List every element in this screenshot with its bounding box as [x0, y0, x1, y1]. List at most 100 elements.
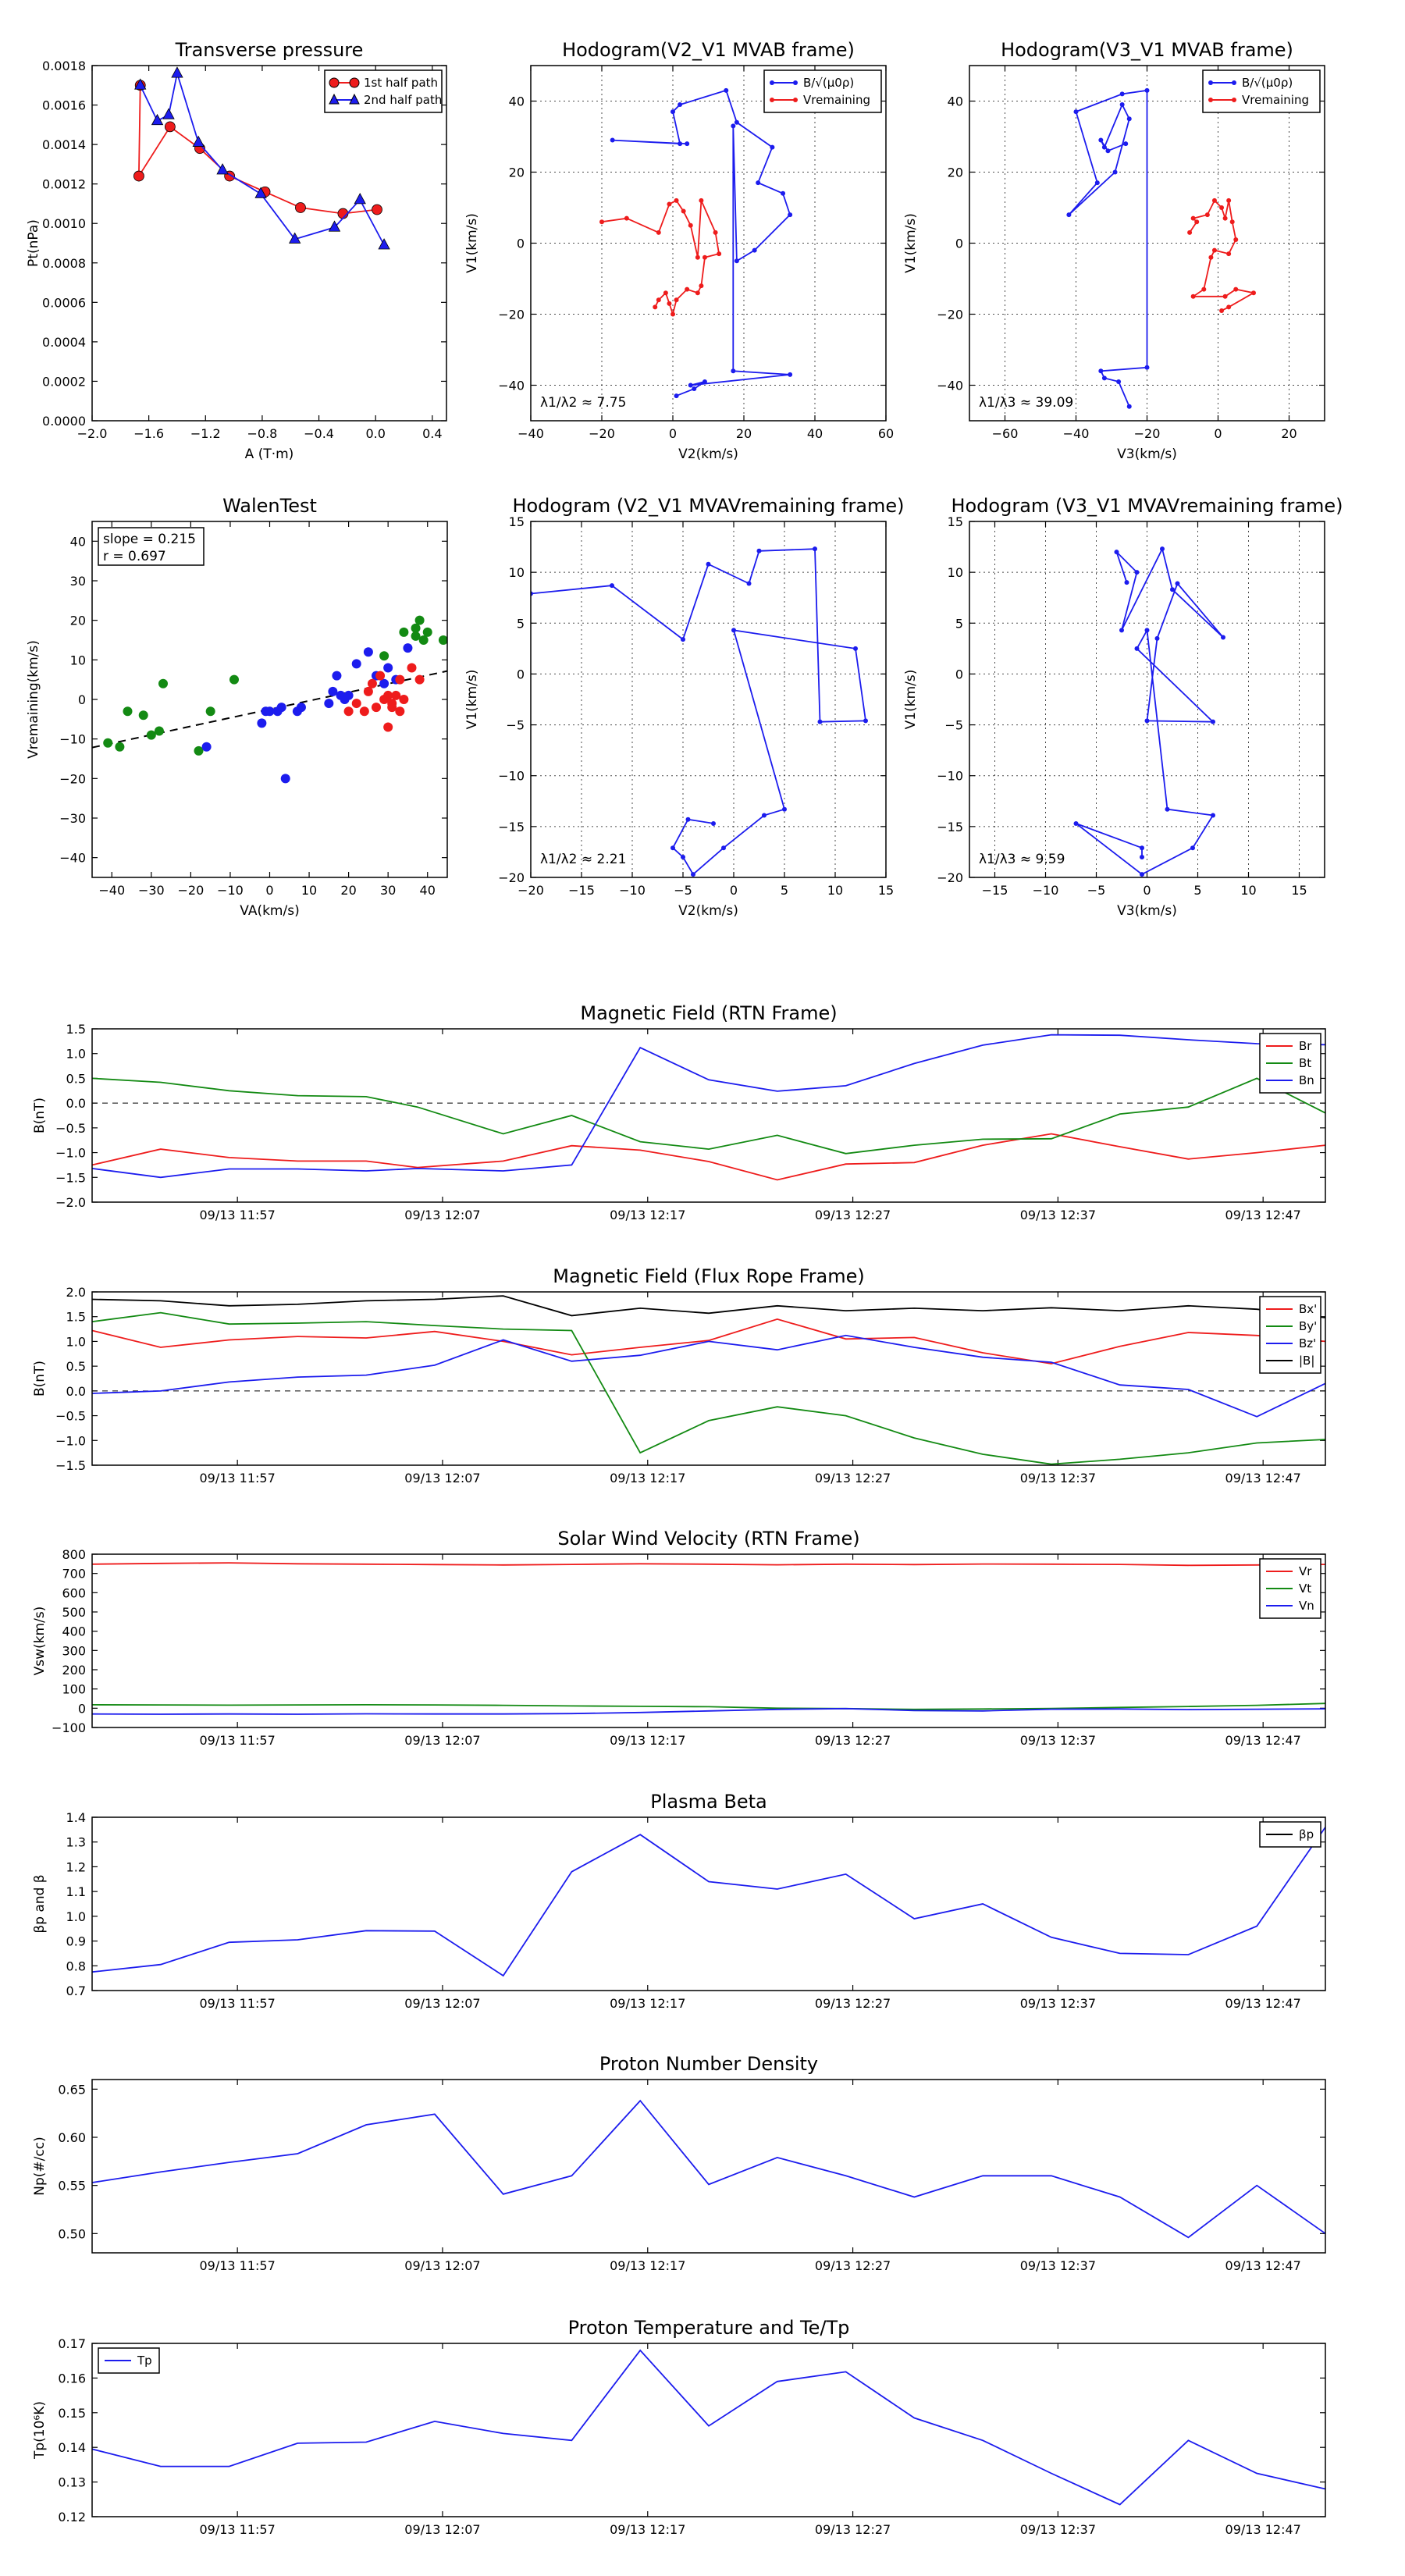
scatter-point [265, 706, 275, 717]
y-tick-label: 0 [78, 1701, 86, 1716]
y-tick-label: 40 [509, 94, 525, 109]
scatter-point [328, 686, 338, 696]
axes-frame [530, 65, 887, 422]
x-tick-label: −1.6 [133, 426, 164, 441]
x-tick-label: 0 [730, 883, 738, 898]
marker-dot [1116, 379, 1122, 384]
series-line-By' [92, 1311, 1325, 1465]
x-axis-label: V3(km/s) [1117, 903, 1177, 919]
chart-title: Hodogram(V3_V1 MVAB frame) [1001, 39, 1293, 61]
marker-dot [781, 190, 786, 196]
plot-area [1073, 546, 1225, 877]
x-tick-label: −40 [1063, 426, 1090, 441]
x-tick-label: 09/13 12:27 [815, 1733, 891, 1748]
marker-dot [1126, 116, 1132, 122]
panel-mag_fr: 09/13 11:57 09/13 12:07 09/13 12:17 09/13 1… [32, 1265, 1326, 1485]
series-line-Bn [92, 1034, 1325, 1179]
marker-dot [1187, 229, 1193, 235]
y-tick-label: −20 [59, 771, 86, 786]
x-tick-label: 15 [878, 883, 894, 898]
y-tick-label: 0 [517, 667, 525, 681]
scatter-point [372, 703, 381, 713]
x-tick-label: 09/13 12:47 [1225, 1996, 1301, 2011]
legend-label: Br [1299, 1039, 1312, 1053]
marker-dot [1144, 718, 1150, 724]
marker-dot [1229, 219, 1235, 225]
y-tick-label: 0.8 [66, 1959, 86, 1973]
marker-dot [1073, 109, 1079, 115]
scatter-point [146, 730, 156, 740]
series-line-B/√(μ0ρ) [1068, 89, 1148, 407]
y-tick-label: 20 [509, 165, 525, 180]
y-tick-label: 1.1 [66, 1884, 86, 1899]
marker-dot [681, 637, 685, 642]
x-tick-label: −2.0 [77, 426, 108, 441]
x-tick-label: 09/13 11:57 [199, 1471, 275, 1485]
marker-dot [1233, 286, 1239, 292]
marker-dot [656, 297, 661, 303]
scatter-point [103, 738, 113, 748]
chart-title: Hodogram (V2_V1 MVAVremaining frame) [512, 495, 904, 517]
y-tick-label: −5 [506, 718, 525, 733]
x-tick-label: 20 [1281, 426, 1297, 441]
x-tick-label: −40 [98, 883, 125, 898]
y-axis-label: βp and β [32, 1874, 48, 1933]
marker-dot [656, 229, 661, 235]
scatter-point [229, 674, 239, 685]
marker-circle [164, 121, 176, 133]
y-tick-label: 0.0 [66, 1384, 86, 1399]
chart-title: Hodogram(V2_V1 MVAB frame) [562, 39, 855, 61]
scatter-point [411, 623, 421, 633]
marker-dot [1144, 628, 1150, 633]
x-tick-label: 40 [807, 426, 823, 441]
panel-tpx: 09/13 11:57 09/13 12:07 09/13 12:17 09/13 1… [32, 2317, 1326, 2537]
legend-marker [793, 80, 798, 85]
y-tick-label: 10 [948, 565, 963, 580]
marker-dot [1190, 215, 1196, 221]
x-tick-label: 09/13 11:57 [199, 1996, 275, 2011]
scatter-point [359, 706, 369, 717]
scatter-point [379, 678, 389, 688]
scatter-point [391, 690, 401, 700]
marker-dot [1222, 294, 1228, 299]
scatter-point [276, 703, 286, 713]
y-tick-label: −20 [498, 870, 525, 885]
marker-dot [670, 109, 675, 115]
y-axis-label: B(nT) [32, 1098, 48, 1133]
scatter-point [158, 678, 168, 688]
x-tick-label: −20 [589, 426, 615, 441]
marker-dot [699, 283, 704, 289]
scatter-point [154, 726, 164, 736]
x-tick-label: 60 [878, 426, 894, 441]
y-tick-label: 0.50 [58, 2226, 86, 2241]
y-tick-label: 200 [62, 1663, 86, 1678]
scatter-point [383, 663, 393, 673]
y-tick-label: 5 [517, 616, 525, 631]
marker-dot [1124, 580, 1129, 585]
y-tick-label: 0.17 [58, 2336, 86, 2351]
x-tick-label: 09/13 12:37 [1020, 1208, 1096, 1222]
marker-dot [1144, 87, 1150, 93]
y-tick-label: −1.5 [55, 1458, 86, 1473]
legend-frame [324, 69, 443, 113]
marker-dot [1066, 212, 1072, 218]
x-tick-label: 10 [827, 883, 843, 898]
y-tick-label: −20 [937, 870, 963, 885]
marker-dot [688, 382, 693, 388]
legend-label: B/√(μ0ρ) [803, 76, 854, 90]
y-tick-label: 15 [509, 514, 525, 529]
y-tick-label: −1.0 [55, 1433, 86, 1448]
scatter-point [280, 774, 290, 784]
y-tick-label: 0.7 [66, 1984, 86, 1998]
panel-vsw: 09/13 11:57 09/13 12:07 09/13 12:17 09/13 1… [32, 1528, 1326, 1748]
x-tick-label: 09/13 12:17 [610, 2522, 685, 2537]
marker-dot [713, 229, 718, 235]
y-axis-label: V1(km/s) [903, 670, 919, 730]
y-tick-label: 1.2 [66, 1859, 86, 1874]
legend-marker [1208, 98, 1213, 102]
marker-dot [1094, 180, 1100, 186]
marker-dot [1114, 550, 1119, 555]
axes-frame [91, 1553, 1326, 1728]
marker-triangle [134, 78, 147, 90]
x-tick-label: 09/13 12:17 [610, 1996, 685, 2011]
